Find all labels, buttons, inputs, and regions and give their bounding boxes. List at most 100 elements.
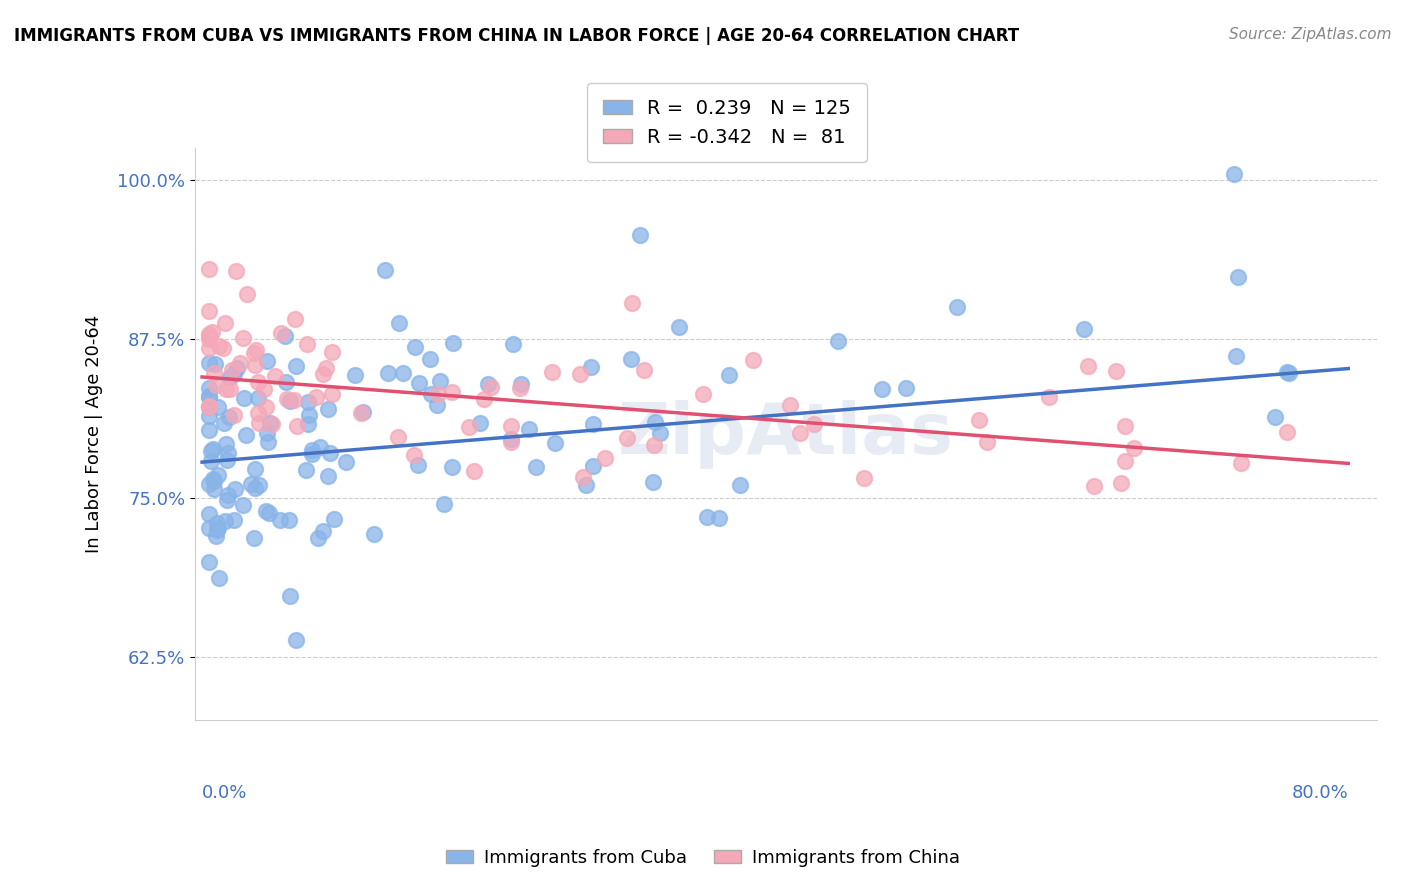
Point	[1114, 454, 1136, 468]
Point	[335, 455, 357, 469]
Point	[235, 427, 257, 442]
Point	[408, 376, 430, 391]
Point	[852, 471, 875, 485]
Point	[198, 356, 221, 370]
Point	[224, 482, 246, 496]
Point	[463, 464, 485, 478]
Point	[240, 476, 263, 491]
Point	[621, 296, 644, 310]
Point	[198, 399, 221, 413]
Point	[307, 531, 329, 545]
Point	[201, 472, 224, 486]
Point	[1222, 167, 1244, 181]
Point	[312, 524, 335, 539]
Point	[1109, 475, 1132, 490]
Point	[420, 386, 443, 401]
Point	[208, 571, 231, 585]
Point	[232, 391, 254, 405]
Point	[202, 482, 225, 496]
Point	[257, 434, 280, 449]
Point	[728, 478, 751, 492]
Point	[803, 417, 825, 431]
Point	[510, 377, 533, 392]
Point	[278, 394, 301, 409]
Text: ZipAtlas: ZipAtlas	[617, 400, 953, 468]
Point	[377, 366, 399, 380]
Point	[298, 408, 321, 422]
Point	[198, 409, 221, 424]
Point	[441, 336, 464, 351]
Point	[641, 475, 664, 489]
Point	[198, 390, 221, 404]
Point	[406, 458, 429, 472]
Point	[517, 422, 540, 436]
Point	[256, 354, 278, 368]
Point	[297, 417, 319, 431]
Point	[1077, 359, 1099, 373]
Point	[202, 475, 225, 489]
Point	[247, 406, 270, 420]
Point	[352, 405, 374, 419]
Point	[222, 368, 245, 382]
Point	[232, 498, 254, 512]
Point	[222, 513, 245, 527]
Point	[215, 493, 238, 508]
Point	[426, 398, 449, 412]
Point	[509, 382, 531, 396]
Text: Source: ZipAtlas.com: Source: ZipAtlas.com	[1229, 27, 1392, 42]
Point	[297, 395, 319, 409]
Point	[198, 341, 221, 355]
Point	[198, 333, 221, 347]
Point	[312, 367, 335, 381]
Point	[219, 382, 242, 396]
Point	[285, 633, 308, 648]
Point	[222, 408, 245, 422]
Point	[215, 453, 238, 467]
Point	[501, 435, 523, 450]
Legend: Immigrants from Cuba, Immigrants from China: Immigrants from Cuba, Immigrants from Ch…	[439, 842, 967, 874]
Point	[254, 504, 277, 518]
Point	[309, 440, 332, 454]
Point	[260, 417, 283, 432]
Point	[540, 365, 562, 379]
Point	[208, 339, 231, 353]
Point	[297, 336, 319, 351]
Point	[212, 416, 235, 430]
Point	[571, 470, 593, 484]
Point	[225, 264, 247, 278]
Point	[269, 513, 291, 527]
Point	[976, 434, 998, 449]
Point	[318, 401, 340, 416]
Point	[426, 386, 449, 401]
Point	[967, 413, 990, 427]
Point	[1083, 479, 1105, 493]
Point	[243, 531, 266, 545]
Point	[270, 326, 292, 341]
Point	[1105, 364, 1128, 378]
Point	[246, 375, 269, 389]
Point	[219, 369, 242, 384]
Point	[247, 416, 270, 430]
Point	[569, 367, 592, 381]
Point	[419, 351, 441, 366]
Text: IMMIGRANTS FROM CUBA VS IMMIGRANTS FROM CHINA IN LABOR FORCE | AGE 20-64 CORRELA: IMMIGRANTS FROM CUBA VS IMMIGRANTS FROM …	[14, 27, 1019, 45]
Point	[650, 426, 672, 441]
Point	[1038, 390, 1060, 404]
Point	[616, 431, 638, 445]
Point	[1264, 409, 1286, 424]
Point	[198, 423, 221, 437]
Point	[363, 526, 385, 541]
Point	[315, 361, 337, 376]
Point	[779, 398, 801, 412]
Point	[477, 377, 499, 392]
Point	[207, 400, 229, 414]
Point	[243, 359, 266, 373]
Legend: R =  0.239   N = 125, R = -0.342   N =  81: R = 0.239 N = 125, R = -0.342 N = 81	[586, 84, 866, 162]
Point	[215, 437, 238, 451]
Point	[789, 425, 811, 440]
Point	[374, 262, 396, 277]
Point	[946, 301, 969, 315]
Point	[404, 448, 426, 462]
Point	[198, 329, 221, 343]
Point	[301, 442, 323, 457]
